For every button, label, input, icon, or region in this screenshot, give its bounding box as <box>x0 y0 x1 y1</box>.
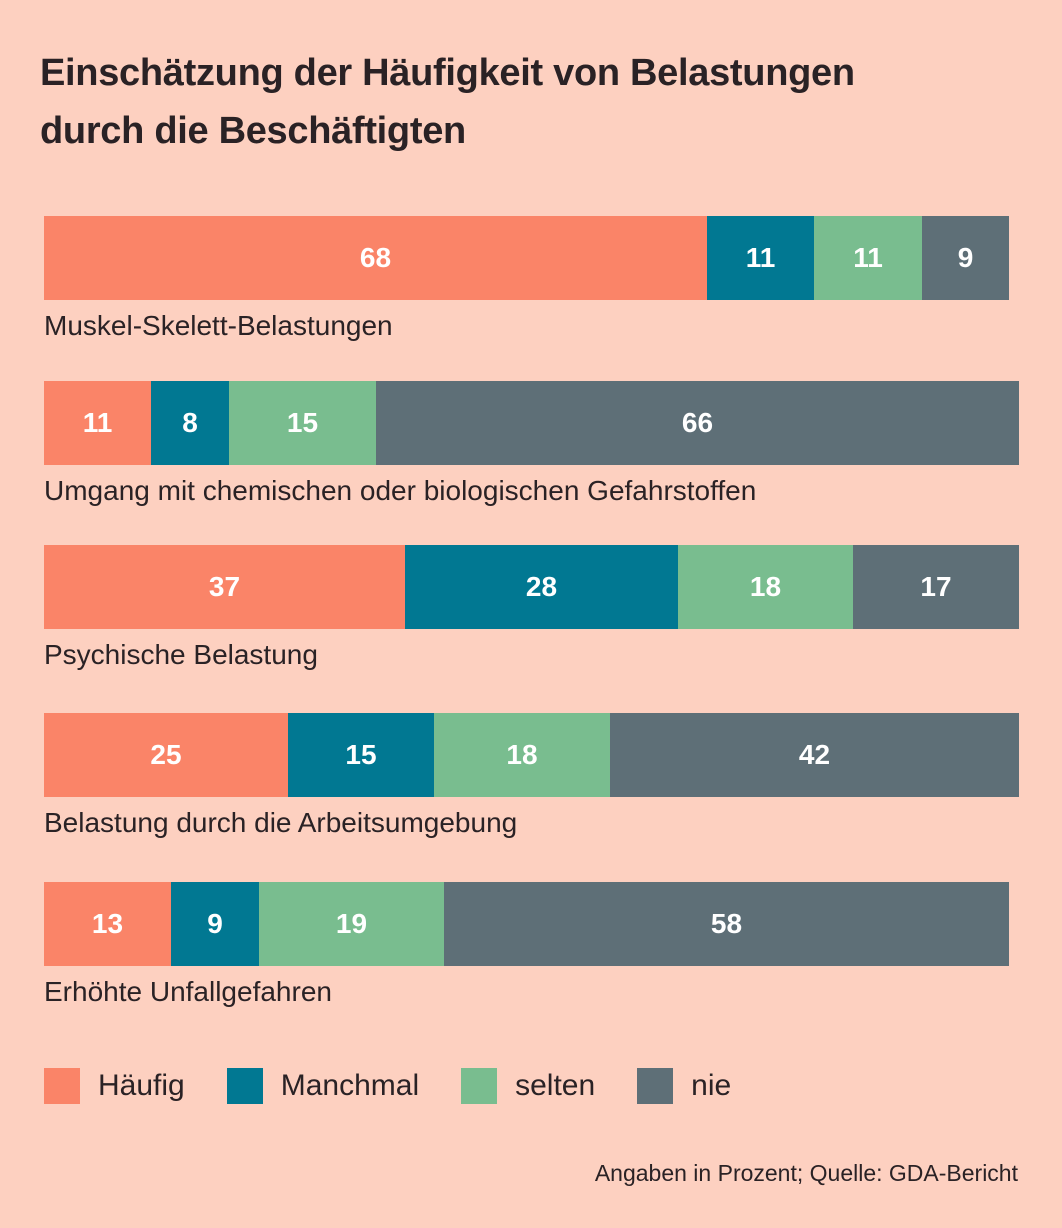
data-label: 68 <box>359 242 392 273</box>
stacked-bar: 25 15 18 42 <box>44 713 1024 797</box>
data-label: 15 <box>286 407 319 438</box>
chart-title: Einschätzung der Häufigkeit von Belastun… <box>40 44 855 160</box>
bar-segment-manchmal: 28 <box>405 545 678 629</box>
legend: Häufig Manchmal selten nie <box>44 1068 773 1104</box>
stacked-bar: 13 9 19 58 <box>44 882 1024 966</box>
data-label: 9 <box>957 242 974 273</box>
bar-segment-häufig: 25 <box>44 713 288 797</box>
category-label: Erhöhte Unfallgefahren <box>44 976 332 1007</box>
data-label: 18 <box>506 739 538 770</box>
legend-swatch <box>637 1068 674 1104</box>
legend-item: Häufig <box>44 1068 185 1104</box>
stacked-bar: 11 8 15 66 <box>44 381 1024 465</box>
legend-swatch <box>461 1068 498 1104</box>
bar-segment-häufig: 68 <box>44 216 707 300</box>
bar-segment-selten: 18 <box>434 713 610 797</box>
bar-segment-nie: 58 <box>444 882 1009 966</box>
bar-segment-selten: 15 <box>229 381 376 465</box>
bar-segment-häufig: 11 <box>44 381 151 465</box>
data-label: 13 <box>91 908 124 939</box>
category-label: Umgang mit chemischen oder biologischen … <box>44 475 757 506</box>
data-label: 25 <box>150 739 182 770</box>
bar-segment-nie: 17 <box>853 545 1019 629</box>
bar-segment-manchmal: 8 <box>151 381 229 465</box>
data-label: 11 <box>82 407 113 438</box>
bar-segment-häufig: 37 <box>44 545 405 629</box>
legend-label: selten <box>515 1069 596 1102</box>
bar-segment-nie: 42 <box>610 713 1019 797</box>
data-label: 37 <box>208 571 241 602</box>
legend-label: Häufig <box>98 1069 185 1102</box>
data-label: 11 <box>745 242 776 273</box>
data-label: 28 <box>525 571 558 602</box>
data-label: 18 <box>749 571 782 602</box>
data-label: 17 <box>920 571 952 602</box>
legend-swatch <box>44 1068 80 1104</box>
bar-segment-selten: 19 <box>259 882 444 966</box>
data-label: 8 <box>182 407 198 438</box>
bar-segment-manchmal: 15 <box>288 713 434 797</box>
legend-label: Manchmal <box>280 1069 420 1102</box>
data-label: 15 <box>345 739 377 770</box>
bar-segment-selten: 18 <box>678 545 853 629</box>
bar-segment-häufig: 13 <box>44 882 171 966</box>
bar-segment-nie: 66 <box>376 381 1019 465</box>
data-label: 9 <box>207 908 223 939</box>
stacked-bar: 68 11 11 9 <box>44 216 1024 300</box>
legend-item: nie <box>637 1068 731 1104</box>
bar-segment-manchmal: 9 <box>171 882 259 966</box>
legend-swatch <box>226 1068 263 1104</box>
bar-segment-nie: 9 <box>922 216 1009 300</box>
chart-title-line-2: durch die Beschäftigten <box>40 110 466 152</box>
category-label: Psychische Belastung <box>44 639 318 670</box>
stacked-bar: 37 28 18 17 <box>44 545 1024 629</box>
category-label: Belastung durch die Arbeitsumgebung <box>44 807 518 838</box>
legend-label: nie <box>691 1069 732 1102</box>
source-note: Angaben in Prozent; Quelle: GDA-Bericht <box>594 1160 1018 1186</box>
data-label: 58 <box>710 908 743 939</box>
data-label: 42 <box>798 739 831 770</box>
data-label: 19 <box>335 908 368 939</box>
data-label: 11 <box>853 242 883 273</box>
chart-title-line-1: Einschätzung der Häufigkeit von Belastun… <box>40 52 855 94</box>
bar-segment-selten: 11 <box>814 216 922 300</box>
legend-item: selten <box>461 1068 595 1104</box>
bar-segment-manchmal: 11 <box>707 216 814 300</box>
category-label: Muskel-Skelett-Belastungen <box>44 310 393 341</box>
legend-item: Manchmal <box>226 1068 420 1104</box>
data-label: 66 <box>681 407 714 438</box>
